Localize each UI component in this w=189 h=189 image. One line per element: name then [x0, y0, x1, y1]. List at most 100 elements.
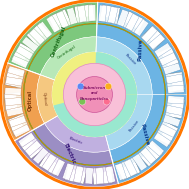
Wedge shape: [52, 52, 137, 137]
Bar: [48, 9, 72, 32]
Bar: [99, 16, 118, 24]
Bar: [16, 92, 22, 110]
Bar: [74, 166, 84, 183]
Bar: [163, 115, 180, 127]
Circle shape: [63, 63, 126, 126]
Bar: [116, 157, 140, 180]
Bar: [147, 140, 164, 156]
Bar: [28, 134, 44, 152]
Circle shape: [77, 83, 84, 90]
Bar: [156, 46, 179, 70]
Bar: [52, 159, 65, 177]
Bar: [166, 105, 183, 115]
Wedge shape: [33, 123, 113, 165]
Bar: [37, 21, 52, 38]
Bar: [168, 85, 184, 93]
Bar: [96, 168, 104, 184]
Wedge shape: [24, 70, 45, 130]
Bar: [117, 9, 129, 27]
Text: Passive: Passive: [124, 53, 137, 66]
Circle shape: [105, 83, 112, 90]
Bar: [42, 154, 57, 171]
Bar: [134, 19, 149, 36]
Bar: [124, 159, 137, 177]
Bar: [138, 141, 163, 167]
Text: Centrifugal: Centrifugal: [50, 25, 67, 58]
Wedge shape: [113, 94, 187, 184]
Wedge shape: [45, 116, 109, 152]
Bar: [98, 5, 107, 22]
Bar: [155, 121, 168, 140]
Wedge shape: [2, 2, 187, 187]
Bar: [67, 7, 78, 25]
Bar: [121, 11, 145, 34]
Wedge shape: [53, 94, 137, 137]
Bar: [168, 96, 184, 104]
Bar: [46, 15, 60, 33]
Bar: [141, 26, 165, 50]
Bar: [132, 154, 147, 171]
Text: and: and: [91, 91, 98, 95]
Bar: [99, 5, 120, 24]
Bar: [16, 46, 33, 60]
Wedge shape: [96, 52, 137, 94]
Bar: [9, 115, 26, 127]
Bar: [8, 114, 29, 136]
Bar: [154, 132, 171, 147]
Bar: [56, 11, 69, 28]
Bar: [29, 29, 45, 45]
Bar: [115, 163, 127, 180]
Bar: [85, 168, 93, 184]
Text: Optical: Optical: [28, 90, 33, 111]
Text: Electric: Electric: [63, 142, 76, 165]
Bar: [19, 134, 44, 159]
Bar: [165, 97, 185, 119]
Bar: [166, 72, 185, 92]
Bar: [34, 31, 51, 47]
Bar: [16, 70, 25, 88]
Text: Passive: Passive: [138, 39, 144, 61]
Bar: [148, 34, 165, 50]
Circle shape: [77, 77, 112, 112]
Bar: [25, 140, 42, 156]
Bar: [116, 157, 136, 170]
Bar: [8, 66, 25, 77]
Bar: [88, 5, 96, 21]
Bar: [140, 147, 156, 164]
Bar: [11, 55, 29, 68]
Bar: [5, 77, 22, 86]
Wedge shape: [28, 24, 97, 75]
Bar: [156, 52, 169, 70]
Bar: [92, 167, 112, 173]
Bar: [76, 16, 95, 23]
Bar: [22, 49, 35, 67]
Wedge shape: [96, 37, 152, 94]
Bar: [18, 132, 35, 147]
Bar: [138, 141, 155, 158]
Bar: [77, 5, 87, 22]
Bar: [166, 74, 183, 84]
Wedge shape: [2, 63, 33, 141]
Bar: [39, 152, 64, 176]
Bar: [67, 164, 87, 173]
Bar: [121, 21, 140, 34]
Bar: [22, 37, 39, 52]
Bar: [62, 163, 74, 180]
Bar: [33, 147, 49, 164]
Text: Passive: Passive: [140, 123, 150, 146]
Wedge shape: [97, 2, 187, 94]
Bar: [19, 114, 29, 131]
Bar: [163, 63, 181, 75]
Bar: [141, 26, 157, 43]
Wedge shape: [8, 2, 98, 70]
Wedge shape: [109, 94, 165, 163]
Bar: [159, 124, 177, 137]
Text: Passive: Passive: [128, 119, 140, 132]
Circle shape: [79, 98, 86, 105]
Bar: [6, 107, 23, 117]
Bar: [74, 4, 95, 23]
Bar: [92, 167, 113, 185]
Bar: [108, 6, 118, 24]
Bar: [26, 22, 51, 47]
Bar: [4, 92, 22, 111]
